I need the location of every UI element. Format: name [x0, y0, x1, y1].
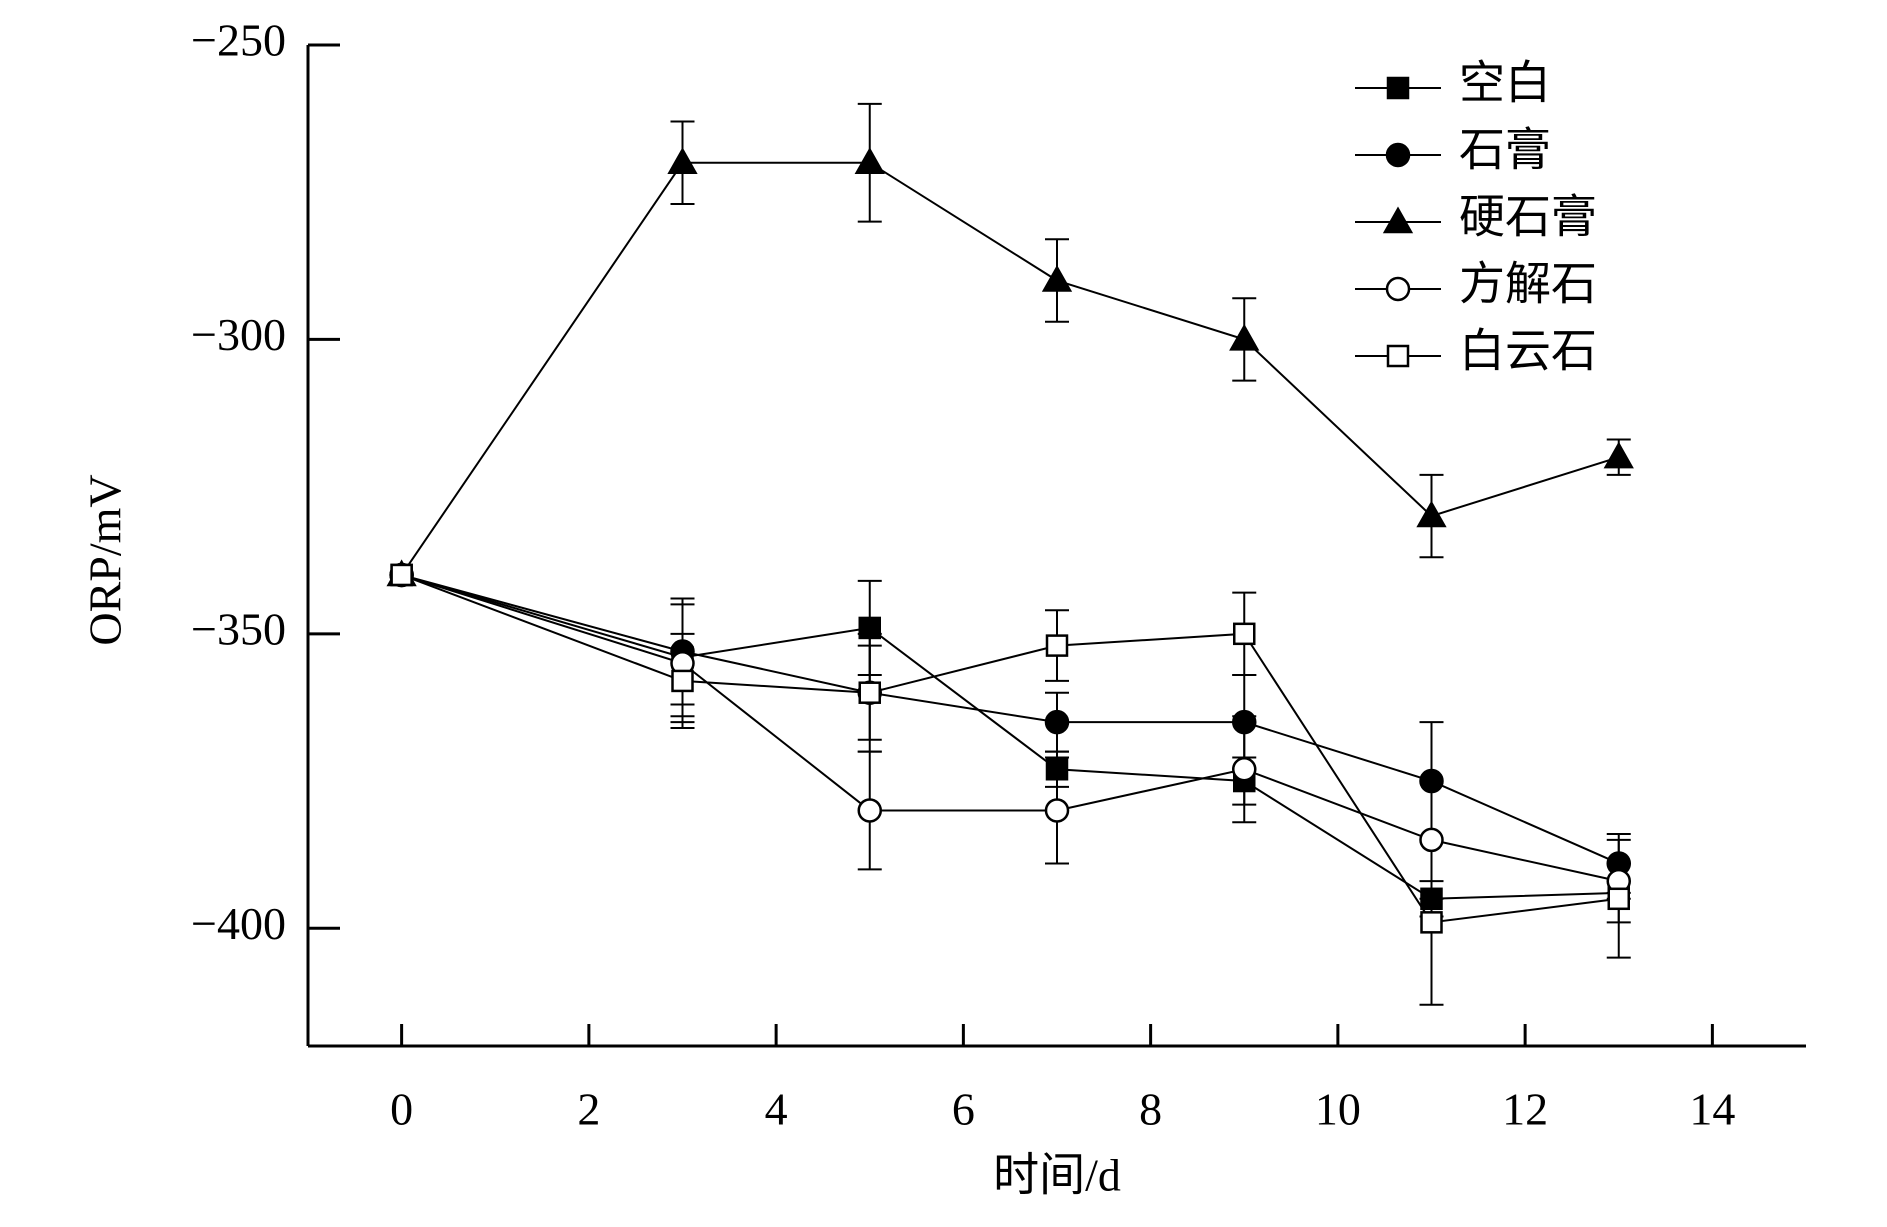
x-tick-label: 12 — [1502, 1084, 1548, 1135]
data-point — [858, 681, 881, 704]
data-point — [1419, 768, 1444, 794]
data-point — [1420, 887, 1443, 911]
data-point — [1229, 323, 1260, 351]
data-point — [1420, 911, 1443, 934]
legend-marker — [1385, 276, 1411, 302]
data-point — [854, 147, 885, 175]
y-tick-label: −350 — [191, 603, 286, 654]
legend-label: 方解石 — [1459, 259, 1597, 310]
x-tick-label: 8 — [1139, 1084, 1162, 1135]
data-point — [1416, 500, 1447, 528]
legend-marker — [1386, 344, 1410, 368]
x-tick-label: 6 — [952, 1084, 975, 1135]
series-line — [401, 573, 1620, 865]
data-point — [1232, 709, 1257, 735]
data-point — [671, 669, 694, 693]
data-point — [1044, 798, 1070, 823]
data-point — [667, 147, 698, 175]
series-line — [401, 574, 1619, 924]
y-tick-label: −300 — [191, 309, 286, 360]
data-point — [1041, 264, 1073, 292]
data-point — [1603, 441, 1634, 469]
legend-marker — [1386, 76, 1410, 100]
data-point — [1044, 709, 1070, 735]
x-tick-label: 10 — [1315, 1084, 1361, 1135]
data-point — [390, 563, 413, 587]
data-point — [857, 798, 882, 823]
legend-label: 空白 — [1459, 58, 1551, 109]
data-point — [858, 616, 881, 640]
data-point — [1607, 887, 1630, 911]
x-tick-label: 2 — [577, 1084, 600, 1135]
data-point — [1232, 757, 1257, 782]
legend-marker — [1382, 206, 1414, 234]
legend-label: 石膏 — [1459, 125, 1551, 176]
y-axis-label: ORP/mV — [80, 474, 131, 645]
y-tick-label: −250 — [191, 15, 286, 66]
legend-label: 白云石 — [1459, 326, 1597, 377]
legend-marker — [1385, 142, 1411, 168]
y-tick-label: −400 — [191, 898, 286, 949]
data-point — [1045, 758, 1069, 781]
x-tick-label: 4 — [765, 1084, 788, 1135]
legend-label: 硬石膏 — [1459, 192, 1597, 243]
data-point — [1419, 827, 1444, 853]
data-point — [1233, 622, 1256, 646]
x-tick-label: 14 — [1689, 1084, 1735, 1135]
x-tick-label: 0 — [390, 1084, 413, 1135]
x-axis-label: 时间/d — [993, 1150, 1121, 1201]
data-point — [1045, 634, 1069, 657]
